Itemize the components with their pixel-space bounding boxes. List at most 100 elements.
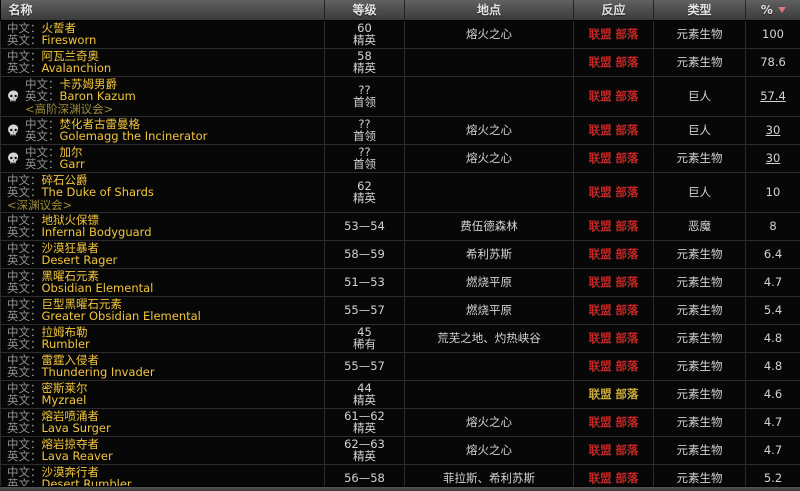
percent-value: 57.4 bbox=[760, 89, 786, 103]
npc-name-en-link[interactable]: Garr bbox=[59, 157, 85, 171]
level-cell: 58—59 bbox=[324, 239, 405, 269]
npc-name-cn-link[interactable]: 熔岩掠夺者 bbox=[41, 437, 100, 451]
npc-name-en-link[interactable]: Greater Obsidian Elemental bbox=[41, 309, 201, 323]
npc-name-cell: 中文：沙漠狂暴者 英文：Desert Rager bbox=[0, 239, 325, 269]
npc-name-cn-link[interactable]: 沙漠奔行者 bbox=[41, 465, 100, 479]
npc-name-cn-link[interactable]: 黑曜石元素 bbox=[41, 269, 100, 283]
npc-name-cn-link[interactable]: 地狱火保镖 bbox=[41, 213, 100, 227]
npc-name-lines: 中文：熔岩喷涌者 英文：Lava Surger bbox=[7, 410, 320, 435]
npc-name-lines: 中文：巨型黑曜石元素 英文：Greater Obsidian Elemental bbox=[7, 298, 320, 323]
npc-name-en-link[interactable]: Lava Reaver bbox=[41, 449, 113, 463]
npc-name-lines: 中文：密斯莱尔 英文：Myzrael bbox=[7, 382, 320, 407]
npc-name-en-link[interactable]: Firesworn bbox=[41, 33, 97, 47]
language-label: 英文： bbox=[25, 129, 60, 143]
npc-name-en-link[interactable]: Desert Rager bbox=[41, 253, 118, 267]
percent-value: 78.6 bbox=[760, 55, 786, 69]
table-row: 中文：加尔 英文：Garr?? 首领 熔火之心 联盟 部落 元素生物 30 bbox=[0, 143, 800, 173]
npc-name-en-link[interactable]: Myzrael bbox=[41, 393, 87, 407]
col-header-reaction[interactable]: 反应 bbox=[573, 0, 654, 21]
language-label: 英文： bbox=[7, 253, 42, 267]
language-label: 英文： bbox=[7, 449, 42, 463]
col-header-percent[interactable]: % bbox=[745, 0, 800, 21]
npc-name-cn-link[interactable]: 焚化者古雷曼格 bbox=[59, 117, 141, 131]
npc-name-cn-link[interactable]: 密斯莱尔 bbox=[41, 381, 88, 395]
language-label: 中文： bbox=[7, 437, 42, 451]
name-line: 中文：雷霆入侵者 bbox=[7, 354, 320, 367]
npc-name-cell: 中文：熔岩喷涌者 英文：Lava Surger bbox=[0, 407, 325, 437]
npc-name-en-link[interactable]: Golemagg the Incinerator bbox=[59, 129, 208, 143]
name-line: 英文：Rumbler bbox=[7, 338, 320, 351]
npc-name-cn-link[interactable]: 卡苏姆男爵 bbox=[59, 77, 118, 91]
level-cell: ?? 首领 bbox=[324, 115, 405, 145]
table-row: 中文：密斯莱尔 英文：Myzrael 44 精英 联盟 部落 元素生物 4.6 bbox=[0, 379, 800, 409]
language-label: 英文： bbox=[7, 185, 42, 199]
npc-name-cell: 中文：密斯莱尔 英文：Myzrael bbox=[0, 379, 325, 409]
reaction-alliance: 联盟 bbox=[588, 275, 612, 289]
level-classification: 首领 bbox=[353, 95, 376, 109]
col-header-location[interactable]: 地点 bbox=[404, 0, 574, 21]
npc-name-cn-link[interactable]: 巨型黑曜石元素 bbox=[41, 297, 123, 311]
npc-name-cn-link[interactable]: 拉姆布勒 bbox=[41, 325, 88, 339]
npc-name-en-link[interactable]: The Duke of Shards bbox=[41, 185, 154, 199]
sort-desc-icon bbox=[777, 7, 786, 14]
location-cell bbox=[404, 171, 574, 213]
reaction-cell: 联盟 部落 bbox=[573, 115, 654, 145]
npc-name-cn-link[interactable]: 火誓者 bbox=[41, 21, 77, 35]
npc-name-en-link[interactable]: Lava Surger bbox=[41, 421, 111, 435]
location-cell: 熔火之心 bbox=[404, 19, 574, 49]
npc-name-lines: 中文：焚化者古雷曼格 英文：Golemagg the Incinerator bbox=[25, 118, 320, 143]
npc-name-wrap: 中文：拉姆布勒 英文：Rumbler bbox=[7, 326, 320, 351]
col-header-name[interactable]: 名称 bbox=[0, 0, 325, 21]
npc-name-en-link[interactable]: Infernal Bodyguard bbox=[41, 225, 152, 239]
reaction-horde: 部落 bbox=[615, 387, 639, 401]
npc-name-cn-link[interactable]: 阿瓦兰奇奥 bbox=[41, 49, 100, 63]
level-cell: 55—57 bbox=[324, 295, 405, 325]
name-line: 英文：Baron Kazum bbox=[25, 90, 320, 103]
level-cell: 62—63 精英 bbox=[324, 435, 405, 465]
language-label: 英文： bbox=[25, 157, 60, 171]
reaction-horde: 部落 bbox=[615, 55, 639, 69]
npc-name-cn-link[interactable]: 沙漠狂暴者 bbox=[41, 241, 100, 255]
col-header-type[interactable]: 类型 bbox=[653, 0, 746, 21]
boss-skull-icon bbox=[7, 152, 21, 165]
reaction-cell: 联盟 部落 bbox=[573, 267, 654, 297]
npc-name-cn-link[interactable]: 雷霆入侵者 bbox=[41, 353, 100, 367]
npc-name-wrap: 中文：碎石公爵 英文：The Duke of Shards <深渊议会> bbox=[7, 174, 320, 211]
npc-name-en-link[interactable]: Thundering Invader bbox=[41, 365, 155, 379]
npc-name-en-link[interactable]: Obsidian Elemental bbox=[41, 281, 154, 295]
percent-cell: 57.4 bbox=[745, 75, 800, 117]
level-value: 58 bbox=[357, 48, 372, 63]
level-value: 62 bbox=[357, 178, 372, 193]
percent-value: 6.4 bbox=[763, 247, 783, 261]
npc-name-cn-link[interactable]: 熔岩喷涌者 bbox=[41, 409, 100, 423]
percent-value: 30 bbox=[765, 123, 781, 137]
creature-type-cell: 元素生物 bbox=[653, 47, 746, 77]
language-label: 英文： bbox=[25, 89, 60, 103]
creature-type-cell: 巨人 bbox=[653, 75, 746, 117]
npc-name-lines: 中文：地狱火保镖 英文：Infernal Bodyguard bbox=[7, 214, 320, 239]
level-cell: 62 精英 bbox=[324, 171, 405, 213]
col-header-name-label: 名称 bbox=[8, 3, 33, 18]
name-line: 英文：Lava Reaver bbox=[7, 450, 320, 463]
npc-name-cn-link[interactable]: 碎石公爵 bbox=[41, 173, 88, 187]
npc-name-en-link[interactable]: Avalanchion bbox=[41, 61, 112, 75]
percent-cell: 4.6 bbox=[745, 379, 800, 409]
col-header-level[interactable]: 等级 bbox=[324, 0, 405, 21]
creature-type-cell: 恶魔 bbox=[653, 211, 746, 241]
percent-cell: 10 bbox=[745, 171, 800, 213]
creature-type-cell: 元素生物 bbox=[653, 239, 746, 269]
npc-name-cell: 中文：阿瓦兰奇奥 英文：Avalanchion bbox=[0, 47, 325, 77]
language-label: 英文： bbox=[7, 225, 42, 239]
percent-cell: 4.8 bbox=[745, 351, 800, 381]
name-line: 中文：焚化者古雷曼格 bbox=[25, 118, 320, 131]
npc-name-en-link[interactable]: Baron Kazum bbox=[59, 89, 136, 103]
npc-name-cell: 中文：拉姆布勒 英文：Rumbler bbox=[0, 323, 325, 353]
reaction-horde: 部落 bbox=[615, 27, 639, 41]
npc-name-en-link[interactable]: Rumbler bbox=[41, 337, 90, 351]
reaction-cell: 联盟 部落 bbox=[573, 143, 654, 173]
npc-name-cn-link[interactable]: 加尔 bbox=[59, 145, 83, 159]
name-line: 英文：Infernal Bodyguard bbox=[7, 226, 320, 239]
percent-cell: 4.7 bbox=[745, 267, 800, 297]
level-classification: 精英 bbox=[353, 449, 376, 463]
